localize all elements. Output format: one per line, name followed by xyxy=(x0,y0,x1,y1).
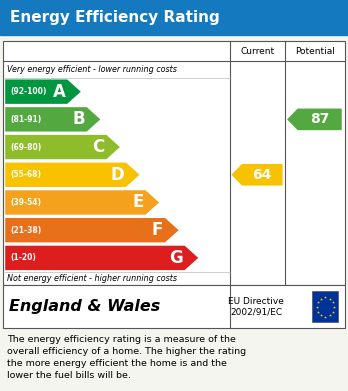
Polygon shape xyxy=(231,164,283,186)
Text: (92-100): (92-100) xyxy=(10,87,47,96)
Text: 87: 87 xyxy=(310,112,330,126)
Text: G: G xyxy=(169,249,183,267)
Polygon shape xyxy=(5,163,140,187)
Polygon shape xyxy=(5,135,120,159)
Text: Very energy efficient - lower running costs: Very energy efficient - lower running co… xyxy=(7,65,177,74)
Text: E: E xyxy=(132,194,144,212)
Text: A: A xyxy=(53,83,65,100)
Text: The energy efficiency rating is a measure of the
overall efficiency of a home. T: The energy efficiency rating is a measur… xyxy=(7,335,246,380)
Bar xyxy=(313,291,338,323)
Text: England & Wales: England & Wales xyxy=(9,300,160,314)
Text: Potential: Potential xyxy=(295,47,335,56)
Text: D: D xyxy=(110,166,124,184)
Text: Energy Efficiency Rating: Energy Efficiency Rating xyxy=(10,10,220,25)
Text: (81-91): (81-91) xyxy=(10,115,42,124)
Text: (69-80): (69-80) xyxy=(10,143,42,152)
Bar xyxy=(0,0,348,35)
Text: Current: Current xyxy=(240,47,275,56)
Bar xyxy=(3,41,345,285)
Text: EU Directive
2002/91/EC: EU Directive 2002/91/EC xyxy=(228,297,284,317)
Polygon shape xyxy=(287,109,342,130)
Text: 64: 64 xyxy=(253,168,272,182)
Text: (39-54): (39-54) xyxy=(10,198,41,207)
Polygon shape xyxy=(5,246,198,270)
Text: F: F xyxy=(152,221,163,239)
Text: C: C xyxy=(92,138,105,156)
Polygon shape xyxy=(5,79,81,104)
Text: Not energy efficient - higher running costs: Not energy efficient - higher running co… xyxy=(7,274,177,283)
Polygon shape xyxy=(5,218,179,242)
Text: (21-38): (21-38) xyxy=(10,226,42,235)
Text: (55-68): (55-68) xyxy=(10,170,41,179)
Text: (1-20): (1-20) xyxy=(10,253,36,262)
Polygon shape xyxy=(5,107,100,131)
Bar xyxy=(3,285,345,328)
Polygon shape xyxy=(5,190,159,215)
Text: B: B xyxy=(72,110,85,128)
